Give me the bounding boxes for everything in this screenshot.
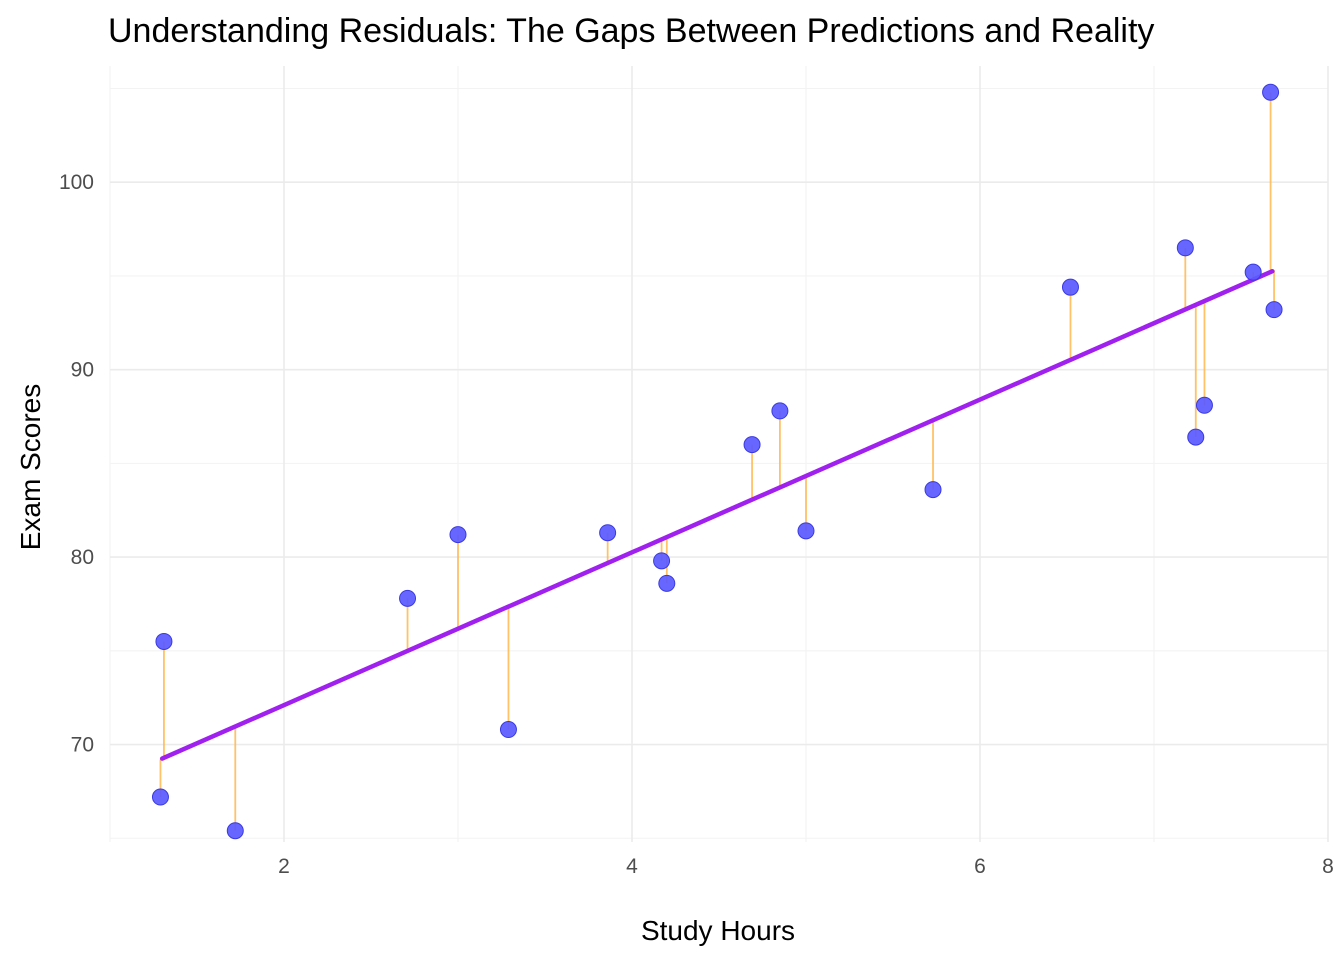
data-points: [151, 83, 1283, 840]
data-point: [1187, 428, 1205, 446]
data-point: [399, 589, 417, 607]
y-tick-label: 70: [71, 734, 94, 757]
data-point: [658, 574, 676, 592]
regression-line: [159, 268, 1275, 761]
x-axis-title: Study Hours: [641, 915, 795, 946]
x-axis-tick-labels: 2 4 6 8: [278, 855, 1334, 878]
data-point: [449, 526, 467, 544]
data-point: [653, 552, 671, 570]
x-tick-label: 4: [626, 855, 638, 878]
data-point: [599, 524, 617, 542]
data-point: [743, 436, 761, 454]
residual-segments: [159, 92, 1275, 831]
data-point: [499, 721, 517, 739]
data-point: [1061, 278, 1079, 296]
data-point: [1265, 301, 1283, 319]
data-point: [1262, 83, 1280, 101]
x-tick-label: 2: [278, 855, 290, 878]
chart-title: Understanding Residuals: The Gaps Betwee…: [108, 12, 1154, 50]
data-point: [924, 481, 942, 499]
y-axis-title: Exam Scores: [15, 384, 46, 551]
data-point: [1195, 396, 1213, 414]
data-point: [155, 632, 173, 650]
x-tick-label: 6: [974, 855, 986, 878]
minor-gridlines: [109, 66, 1328, 842]
regression-line-layer: [159, 268, 1275, 761]
data-point: [1176, 239, 1194, 257]
major-gridlines: [110, 66, 1329, 842]
y-tick-label: 90: [71, 359, 94, 382]
y-tick-label: 100: [59, 171, 94, 194]
data-point: [797, 522, 815, 540]
y-axis-tick-labels: 70 80 90 100: [59, 171, 94, 756]
data-point: [226, 822, 244, 840]
y-tick-label: 80: [71, 546, 94, 569]
data-point: [1244, 263, 1262, 281]
data-point: [151, 788, 169, 806]
data-point: [771, 402, 789, 420]
x-tick-label: 8: [1322, 855, 1334, 878]
